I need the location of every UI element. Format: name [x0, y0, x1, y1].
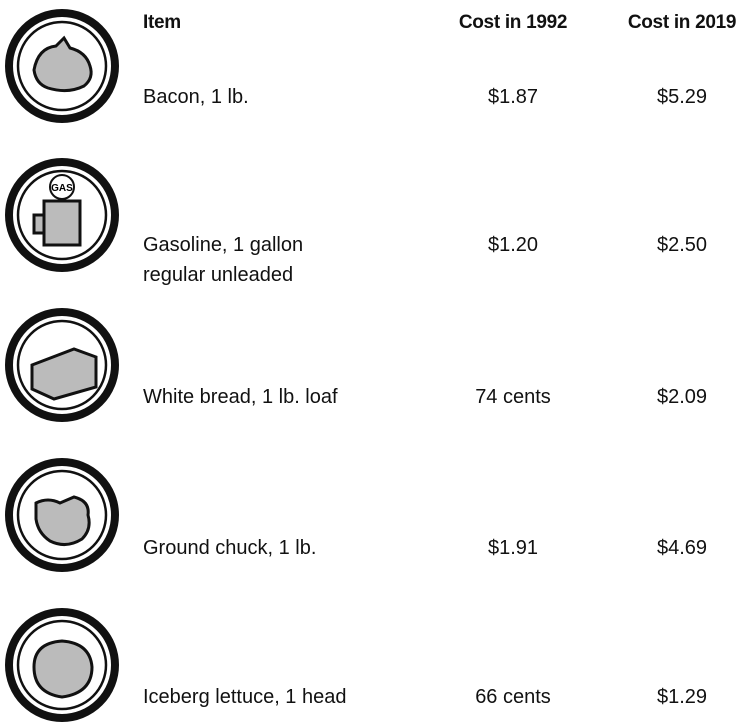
icon-glyph [32, 639, 94, 699]
header-2019: Cost in 2019 [627, 12, 737, 33]
item-name: Iceberg lettuce, 1 head [143, 686, 347, 708]
cost-2019: $2.09 [656, 386, 708, 408]
icon-glyph [30, 347, 98, 401]
cost-1992: $1.91 [487, 537, 539, 559]
row-icon [5, 9, 119, 123]
cost-1992: $1.20 [487, 234, 539, 256]
icon-glyph [32, 199, 82, 247]
row-icon [5, 458, 119, 572]
header-item: Item [143, 12, 181, 33]
icon-badge [49, 174, 75, 200]
item-name: Gasoline, 1 gallon [143, 234, 304, 256]
row-icon: GAS [5, 158, 119, 272]
icon-text: GAS [51, 183, 73, 194]
cost-2019: $2.50 [656, 234, 708, 256]
item-name: regular unleaded [143, 264, 294, 286]
item-name: Ground chuck, 1 lb. [143, 537, 317, 559]
cost-1992: 74 cents [475, 386, 551, 408]
cost-2019: $4.69 [656, 537, 708, 559]
row-icon [5, 608, 119, 722]
header-1992: Cost in 1992 [458, 12, 568, 33]
cost-1992: $1.87 [487, 86, 539, 108]
row-icon [5, 308, 119, 422]
icon-glyph [34, 495, 91, 546]
item-name: Bacon, 1 lb. [143, 86, 249, 108]
cost-2019: $5.29 [656, 86, 708, 108]
cost-2019: $1.29 [656, 686, 708, 708]
icon-glyph [32, 35, 93, 93]
cost-1992: 66 cents [475, 686, 551, 708]
item-name: White bread, 1 lb. loaf [143, 386, 338, 408]
